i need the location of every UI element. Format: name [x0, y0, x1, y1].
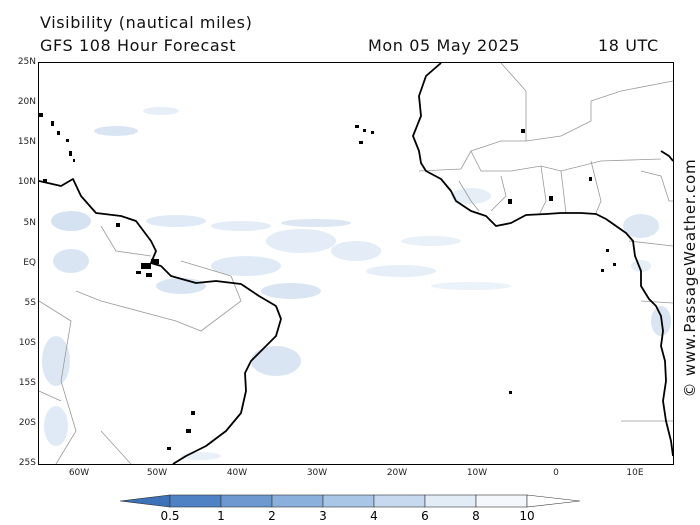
legend-swatch-2 — [220, 494, 273, 508]
low-visibility-areas — [42, 107, 671, 460]
amazon-delta — [136, 259, 159, 277]
legend-swatch-4 — [322, 494, 375, 508]
lon-label-10e: 10E — [626, 468, 644, 478]
lat-label-15n: 15N — [17, 137, 36, 147]
lat-label-5s: 5S — [24, 298, 36, 308]
legend-swatch-1 — [169, 494, 222, 508]
lon-label-60w: 60W — [68, 468, 90, 478]
lat-label-10n: 10N — [17, 177, 36, 187]
coastline-africa — [412, 63, 673, 457]
caribbean-islands — [39, 113, 120, 227]
forecast-date: Mon 05 May 2025 — [368, 36, 521, 55]
lat-label-20s: 20S — [18, 418, 36, 428]
legend-swatch-5 — [373, 494, 426, 508]
lon-label-0: 0 — [553, 468, 559, 478]
legend-label-4: 4 — [370, 509, 378, 523]
country-borders — [39, 63, 673, 464]
lat-label-20n: 20N — [17, 97, 36, 107]
legend-label-1: 1 — [217, 509, 225, 523]
lat-label-15s: 15S — [18, 378, 36, 388]
site-credit: © www.PassageWeather.com — [681, 158, 699, 398]
south-atlantic-islands — [167, 249, 616, 450]
map-canvas — [39, 63, 673, 464]
lat-label-5n: 5N — [23, 218, 36, 228]
forecast-time: 18 UTC — [598, 36, 659, 55]
legend-label-6: 6 — [421, 509, 429, 523]
lon-label-10w: 10W — [466, 468, 488, 478]
lon-label-20w: 20W — [386, 468, 408, 478]
forecast-model: GFS 108 Hour Forecast — [40, 36, 237, 55]
legend-swatch-7 — [475, 494, 528, 508]
legend-label-10: 10 — [519, 509, 535, 523]
lat-label-10s: 10S — [18, 338, 36, 348]
lon-label-40w: 40W — [226, 468, 248, 478]
legend-label-2: 2 — [268, 509, 276, 523]
lat-label-25n: 25N — [17, 57, 36, 67]
cape-verde-islands — [355, 125, 374, 144]
legend-label-3: 3 — [319, 509, 327, 523]
legend-swatch-3 — [271, 494, 324, 508]
legend-swatch-6 — [424, 494, 477, 508]
map-frame — [38, 62, 674, 465]
bioko-islands — [508, 129, 592, 204]
lon-label-30w: 30W — [306, 468, 328, 478]
lat-label-25s: 25S — [18, 458, 36, 468]
lat-label-eq: EQ — [23, 258, 36, 268]
coastline-south-america — [39, 178, 282, 464]
legend-label-0-5: 0.5 — [160, 509, 180, 523]
map-title: Visibility (nautical miles) — [40, 13, 253, 32]
lon-label-50w: 50W — [146, 468, 168, 478]
legend-arrow-high — [526, 494, 581, 508]
legend-label-8: 8 — [472, 509, 480, 523]
legend-arrow-low — [119, 494, 171, 508]
